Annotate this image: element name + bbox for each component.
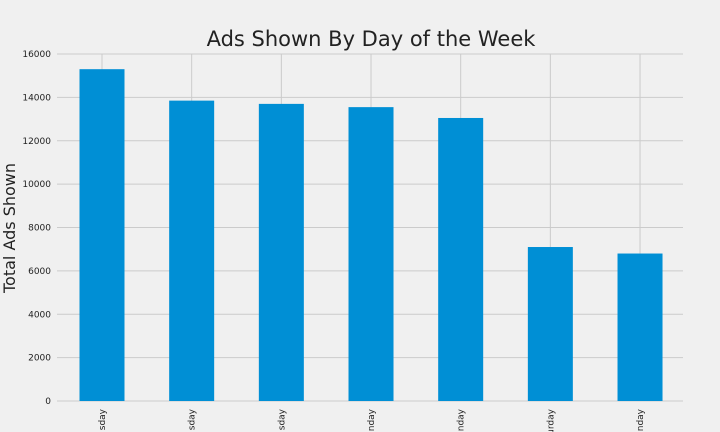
bar (438, 117, 484, 402)
bar (258, 103, 304, 401)
bar (169, 100, 215, 402)
y-tick-label: 10000 (22, 180, 51, 190)
x-tick-label: nday (636, 408, 646, 431)
y-tick-label: 2000 (28, 354, 51, 364)
bar (617, 253, 663, 401)
y-tick-labels: 0 2000 4000 6000 8000 10000 12000 14000 16000 (22, 50, 51, 407)
y-tick-label: 6000 (28, 267, 51, 277)
y-tick-label: 0 (45, 397, 51, 407)
bars-layer (79, 69, 663, 402)
x-tick-label: sday (188, 408, 198, 430)
x-tick-label: sday (98, 408, 108, 430)
x-tick-label: nday (457, 408, 467, 431)
y-tick-label: 14000 (22, 93, 51, 103)
x-tick-labels: sday sday sday nday nday urday nday (98, 408, 646, 432)
x-tick-label: nday (367, 408, 377, 431)
chart-title: Ads Shown By Day of the Week (207, 27, 537, 51)
y-tick-label: 4000 (28, 310, 51, 320)
x-tick-label: sday (277, 408, 287, 430)
x-tick-label: urday (546, 408, 556, 432)
y-tick-label: 12000 (22, 137, 51, 147)
bar (527, 247, 573, 401)
y-axis-label: Total Ads Shown (0, 163, 19, 294)
bar (79, 69, 125, 402)
y-tick-label: 16000 (22, 50, 51, 60)
bar (348, 107, 394, 402)
y-tick-label: 8000 (28, 224, 51, 234)
